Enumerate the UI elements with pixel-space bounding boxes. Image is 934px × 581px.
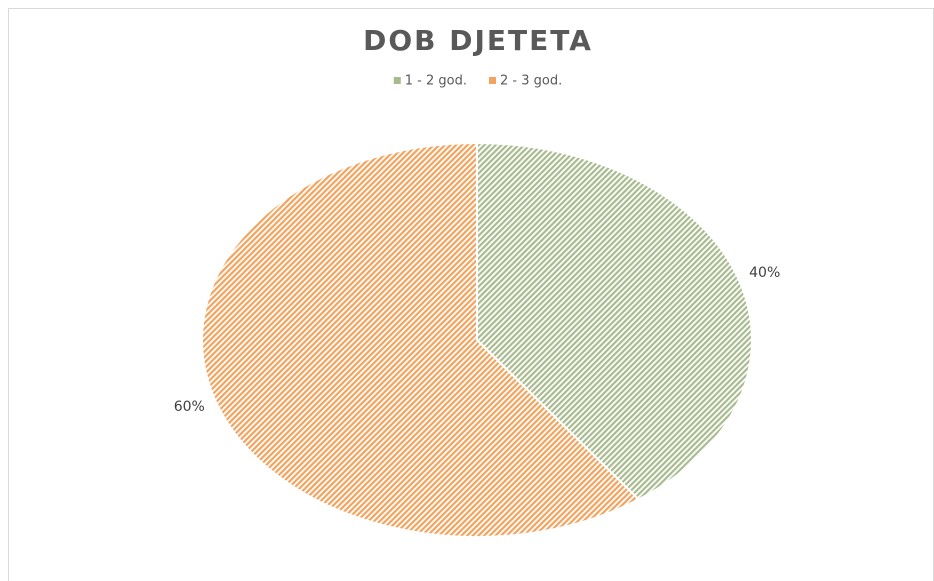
pie: 40% 60% <box>174 141 780 538</box>
legend-swatch <box>489 77 496 84</box>
chart-title: DOB DJETETA <box>363 24 593 57</box>
pie-slice <box>201 141 641 538</box>
legend-label: 1 - 2 god. <box>405 74 467 89</box>
legend: 1 - 2 god. 2 - 3 god. <box>393 74 562 89</box>
data-label: 60% <box>174 399 205 415</box>
pie-slice <box>476 141 753 501</box>
legend-label: 2 - 3 god. <box>500 74 562 89</box>
legend-swatch <box>393 77 401 84</box>
data-label: 40% <box>749 265 780 281</box>
